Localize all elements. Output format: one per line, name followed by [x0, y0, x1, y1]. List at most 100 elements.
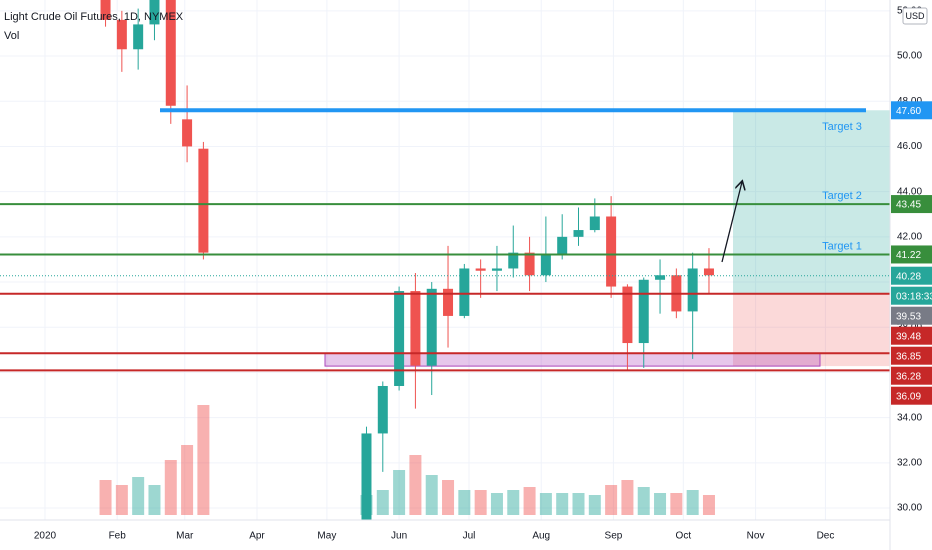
candle-body [655, 275, 666, 280]
volume-bar [605, 485, 618, 515]
price-tag [891, 306, 932, 325]
price-tag-label: 36.09 [896, 391, 921, 402]
candle-body [149, 0, 160, 25]
candle-body [589, 216, 600, 231]
volume-label: Vol [4, 30, 19, 42]
currency-box[interactable] [902, 7, 928, 25]
price-tag [891, 245, 932, 264]
volume-bar [164, 460, 177, 515]
price-tag-label: 41.22 [896, 250, 921, 261]
levels [0, 108, 890, 372]
volume-bar [458, 490, 471, 515]
candle-body [687, 268, 698, 312]
volume-bar [588, 495, 601, 515]
y-tick-label: 46.00 [897, 141, 922, 152]
y-tick-label: 30.00 [897, 503, 922, 514]
price-tag-label: 43.45 [896, 200, 921, 211]
currency[interactable]: USD [905, 11, 925, 21]
volume-bar [702, 495, 715, 515]
candle-body [638, 279, 649, 344]
candle-body [133, 24, 144, 50]
volume-bar [490, 493, 503, 515]
candle-body [557, 236, 568, 255]
volume-bar [621, 480, 634, 515]
candle-body [703, 268, 714, 276]
price-tag [891, 195, 932, 214]
arrow [721, 182, 742, 263]
x-tick-label: Sep [605, 531, 623, 542]
candle-body [165, 0, 176, 106]
candle-body [524, 252, 535, 276]
annotation: Target 2 [822, 190, 862, 202]
candle-body [116, 19, 127, 50]
price-tag [891, 386, 932, 405]
y-tick-label: 44.00 [897, 186, 922, 197]
volume-bar [376, 490, 389, 515]
volume [99, 405, 715, 515]
y-tick-label: 34.00 [897, 412, 922, 423]
y-tick-label: 32.00 [897, 457, 922, 468]
volume-bar [393, 470, 406, 515]
y-tick-label: 50.00 [897, 51, 922, 62]
volume-bar [197, 405, 210, 515]
price-tag-label: 03:18:33 [896, 291, 932, 302]
candle-body [394, 291, 405, 386]
volume-bar [425, 475, 438, 515]
candle-body [491, 268, 502, 271]
volume-bar [148, 485, 161, 515]
volume-bar [115, 485, 128, 515]
candle-body [198, 148, 209, 253]
price-tag [891, 266, 932, 285]
x-tick-label: Nov [747, 531, 765, 542]
volume-bar [670, 493, 683, 515]
axes: 30.0032.0034.0036.0038.0040.0042.0044.00… [34, 5, 932, 542]
candle-body [182, 119, 193, 147]
x-tick-label: Dec [817, 531, 835, 542]
volume-bar [442, 480, 455, 515]
x-tick-label: Mar [176, 531, 194, 542]
candle-body [606, 216, 617, 287]
x-tick-label: Apr [249, 531, 265, 542]
candle-body [459, 268, 470, 316]
volume-bar [181, 445, 194, 515]
volume-bar [132, 477, 145, 515]
candle-body [475, 268, 486, 271]
y-tick-label: 42.00 [897, 231, 922, 242]
grid [0, 0, 890, 520]
candle-body [508, 252, 519, 269]
candle-body [100, 0, 111, 20]
volume-bar [507, 490, 520, 515]
candle-body [573, 230, 584, 237]
price-tag [891, 286, 932, 305]
volume-bar [572, 493, 585, 515]
price-tag-label: 47.60 [896, 106, 921, 117]
zones [324, 110, 890, 367]
x-tick-label: Jul [463, 531, 476, 542]
volume-bar [637, 487, 650, 515]
candle-body [410, 291, 421, 366]
price-tag-label: 40.28 [896, 271, 921, 282]
candle-body [622, 286, 633, 344]
price-tag-label: 36.28 [896, 371, 921, 382]
candle-body [443, 288, 454, 316]
x-tick-label: Oct [676, 531, 692, 542]
volume-bar [523, 487, 536, 515]
x-tick-label: Jun [391, 531, 407, 542]
price-tag [891, 326, 932, 345]
annotation: Target 3 [822, 121, 862, 133]
chart-title: Light Crude Oil Futures, 1D, NYMEX [4, 11, 184, 23]
volume-bar [99, 480, 112, 515]
x-tick-label: 2020 [34, 531, 57, 542]
volume-bar [474, 490, 487, 515]
x-tick-label: May [317, 531, 336, 542]
price-tag-label: 39.53 [896, 311, 921, 322]
price-tag-label: 39.48 [896, 331, 921, 342]
candle-body [540, 254, 551, 276]
volume-bar [686, 490, 699, 515]
annotation: Target 1 [822, 240, 862, 252]
candle-body [426, 288, 437, 366]
price-tag-label: 36.85 [896, 351, 921, 362]
zone [733, 110, 890, 294]
volume-bar [539, 493, 552, 515]
